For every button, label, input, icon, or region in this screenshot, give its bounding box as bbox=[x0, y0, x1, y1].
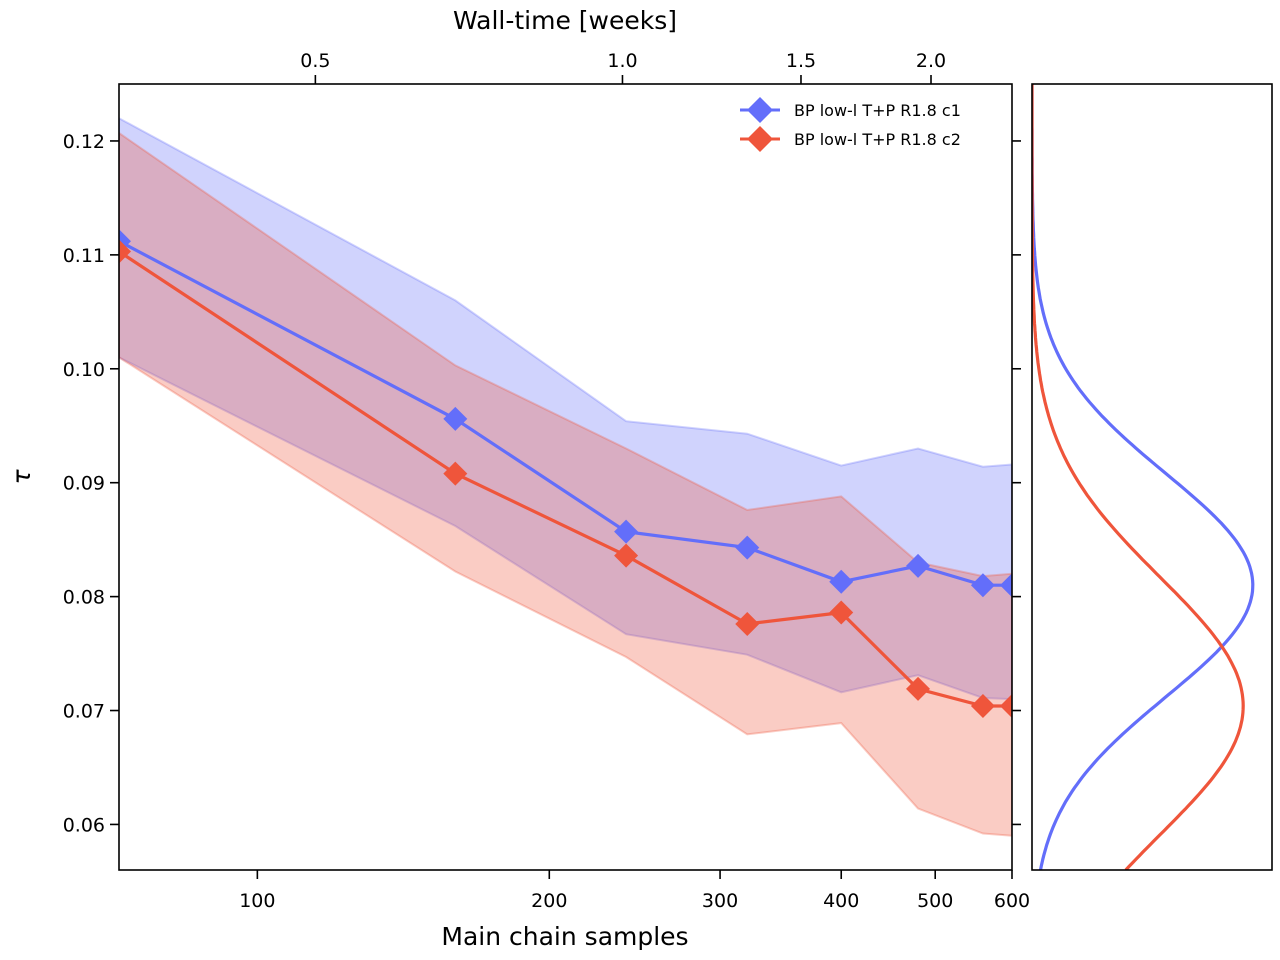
series-lines bbox=[119, 239, 1012, 708]
series-markers bbox=[119, 229, 1012, 718]
top-tick-label: 0.5 bbox=[300, 50, 330, 72]
marker-series-2-point-3 bbox=[614, 543, 639, 568]
x-axis-label: Main chain samples bbox=[441, 922, 688, 951]
marker-series-2-point-4 bbox=[735, 611, 760, 636]
marker-series-1-point-4 bbox=[735, 535, 760, 560]
y-tick-label: 0.12 bbox=[63, 131, 105, 153]
marker-series-1-point-5 bbox=[829, 569, 854, 594]
top-tick-label: 2.0 bbox=[916, 50, 946, 72]
legend: BP low-l T+P R1.8 c1 BP low-l T+P R1.8 c… bbox=[740, 97, 961, 152]
legend-label-c1: BP low-l T+P R1.8 c1 bbox=[794, 101, 961, 120]
x-tick-label: 200 bbox=[531, 890, 567, 912]
top-tick-label: 1.0 bbox=[607, 50, 637, 72]
main-plot: 100 200 300 400 500 600 0.060.070.080.090.100… bbox=[7, 6, 1030, 951]
top-tick-label: 1.5 bbox=[786, 50, 816, 72]
top-axis-ticks: 0.5 1.0 1.5 2.0 bbox=[300, 50, 946, 84]
legend-label-c2: BP low-l T+P R1.8 c2 bbox=[794, 130, 961, 149]
y-axis-label: τ bbox=[7, 469, 36, 485]
legend-entry-c2: BP low-l T+P R1.8 c2 bbox=[740, 126, 961, 152]
y-tick-label: 0.10 bbox=[63, 359, 105, 381]
x-tick-label: 500 bbox=[917, 890, 953, 912]
band-series-1 bbox=[119, 117, 1012, 701]
density-curve-1 bbox=[1032, 84, 1255, 870]
marker-series-2-point-8 bbox=[1000, 693, 1012, 718]
side-axis-ticks bbox=[1012, 140, 1021, 826]
marker-series-1-point-8 bbox=[1000, 573, 1012, 598]
marker-series-2-point-2 bbox=[443, 461, 468, 486]
marker-series-2-point-1 bbox=[119, 239, 131, 264]
side-plot-frame bbox=[1031, 83, 1273, 871]
x-tick-label: 600 bbox=[994, 890, 1030, 912]
x-tick-label: 300 bbox=[702, 890, 738, 912]
main-plot-frame bbox=[118, 83, 1013, 871]
line-series-2 bbox=[119, 250, 1012, 708]
legend-entry-c1: BP low-l T+P R1.8 c1 bbox=[740, 97, 961, 123]
x-tick-label: 400 bbox=[823, 890, 859, 912]
marker-series-2-point-5 bbox=[829, 600, 854, 625]
y-tick-label: 0.08 bbox=[63, 587, 105, 609]
side-density-plot bbox=[1012, 83, 1273, 871]
y-tick-label: 0.11 bbox=[63, 245, 105, 267]
x-axis-ticks: 100 200 300 400 500 600 bbox=[239, 870, 1030, 912]
band-series-2 bbox=[119, 131, 1012, 837]
density-curve-2 bbox=[1032, 84, 1245, 870]
x-tick-label: 100 bbox=[239, 890, 275, 912]
y-tick-label: 0.09 bbox=[63, 473, 105, 495]
y-tick-label: 0.07 bbox=[63, 701, 105, 723]
density-curves bbox=[1032, 84, 1255, 870]
marker-series-1-point-7 bbox=[970, 573, 995, 598]
top-axis-label: Wall-time [weeks] bbox=[453, 6, 677, 35]
confidence-bands bbox=[119, 117, 1012, 837]
marker-series-2-point-6 bbox=[906, 676, 931, 701]
marker-series-1-point-6 bbox=[906, 553, 931, 578]
y-tick-label: 0.06 bbox=[63, 814, 105, 836]
y-axis-ticks: 0.06 0.07 0.08 0.09 0.10 0.11 0.12 bbox=[63, 131, 119, 836]
marker-series-1-point-3 bbox=[614, 519, 639, 544]
line-series-1 bbox=[119, 239, 1012, 587]
marker-series-1-point-2 bbox=[443, 406, 468, 431]
marker-series-2-point-7 bbox=[970, 693, 995, 718]
